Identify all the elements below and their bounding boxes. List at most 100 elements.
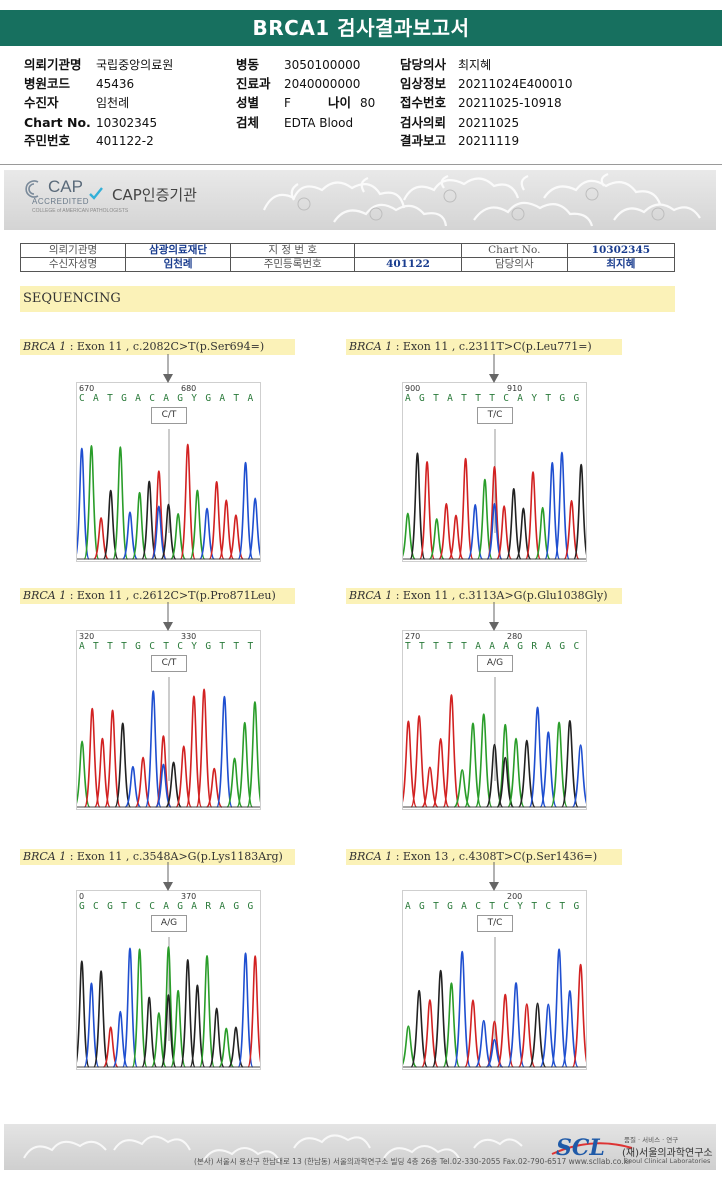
trace-peak [226,757,243,808]
trace-peak [403,720,418,808]
trace-peak [236,721,254,808]
footer-address: (본사) 서울시 용산구 한남대로 13 (한남동) 서울의과학연구소 빌딩 4… [194,1157,632,1166]
arrow-down-icon [163,354,173,383]
info-field-value: 임천례 [96,96,130,110]
cell: 담당의사 [460,257,568,272]
trace-peak [550,948,568,1068]
trace-peak [403,512,416,560]
trace-peak [77,960,90,1068]
trace-peak [114,722,132,808]
info-field-label: 병원코드 [24,76,71,91]
info-field-value: 2040000000 [284,77,361,91]
trace-peak [496,505,513,560]
position-number: 0 [79,892,85,901]
base-sequence: T T T T T A A A G R A G C C A G C [405,641,586,652]
info-field-value: 20211024E400010 [458,77,573,91]
trace-peak [121,511,138,560]
arrow-down-icon [163,862,173,891]
info-field: 결과보고 20211119 [400,133,520,149]
trace-peak [560,720,579,808]
trace-peak [431,737,450,808]
position-number: 680 [181,384,197,393]
trace-peak [505,487,522,560]
trace-peak [453,769,472,808]
gene-name: BRCA 1 [23,589,67,602]
trace-peak [185,695,203,808]
base-sequence: A G T G A C T C Y T C T G C C C T [405,901,586,912]
trace-peak [431,969,450,1068]
arrow-down-icon [489,354,499,383]
trace-peak [453,950,472,1068]
identity-row-1: 의뢰기관명 삼광의료재단 지 정 번 호 Chart No. 10302345 [19,243,676,258]
trace-peak [93,970,110,1068]
info-field-label: 임상정보 [400,76,447,91]
info-field-value: 401122-2 [96,134,154,148]
trace-peak [534,506,551,560]
cell: 10302345 [566,243,676,258]
scl-name-en: Seoul Clinical Laboratories [624,1157,711,1165]
cell: 지 정 번 호 [230,243,356,258]
arrow-down-icon [163,602,173,631]
trace-peak [571,963,586,1068]
variant-description: : Exon 11 , c.3548A>G(p.Lys1183Arg) [66,850,283,863]
trace-peak [112,1010,129,1068]
base-sequence: G C G T C C A G A R A G G A G A G C T [79,901,260,912]
trace-peak [102,489,119,560]
section-title: SEQUENCING [20,286,675,312]
trace-peak [227,514,244,560]
trace-peak [464,722,482,808]
report-title: BRCA1 검사결과보고서 [0,10,722,46]
identity-table: 의뢰기관명 삼광의료재단 지 정 번 호 Chart No. 10302345 … [19,243,676,272]
position-number: 910 [507,384,523,393]
info-field-value: 10302345 [96,116,158,130]
trace-peak [485,1020,504,1068]
trace-peak [457,457,474,560]
position-number: 270 [405,632,421,641]
position-number: 330 [181,632,197,641]
cell: 임천례 [125,257,232,272]
trace-peak [179,958,196,1068]
trace-peak [517,739,536,808]
trace-peak [83,982,100,1068]
info-field-label: 결과보고 [400,133,447,148]
genotype-call: C/T [151,655,187,672]
scl-logo: SCL [556,1135,605,1161]
info-field-value: EDTA Blood [284,116,354,130]
position-number: 670 [79,384,95,393]
trace-peak [179,443,196,560]
scl-name: (재)서울의과학연구소 [622,1148,713,1159]
trace-peak [83,707,101,808]
trace-peak [496,723,515,808]
trace-peak [525,471,542,560]
info-field: 접수번호 20211025-10918 [400,96,562,111]
position-number: 370 [181,892,197,901]
info-field-value: 20211119 [458,134,520,148]
variant-description: : Exon 11 , c.2612C>T(p.Pro871Leu) [66,589,276,602]
gene-name: BRCA 1 [23,850,67,863]
identity-row-2: 수신자성명 임천례 주민등록번호 401122 담당의사 최지혜 [19,257,676,272]
trace-peak [544,461,561,560]
base-sequence: A T T T G C T C Y G T T T T C A A A [79,641,260,652]
info-field: 주민번호 401122-2 [24,134,154,149]
trace-peak [464,999,482,1068]
trace-peak [77,447,90,560]
trace-peak [447,514,464,560]
trace-peak-secondary [496,756,515,808]
trace-peak [476,478,493,560]
trace-peak [419,460,436,560]
trace-peak-secondary [486,502,503,560]
trace-peak [150,470,167,560]
trace-peak [104,709,121,808]
chromatogram-trace [403,937,586,1068]
trace-peak [517,1003,536,1068]
trace-peak [150,1012,167,1068]
trace-peak [208,1007,225,1068]
trace-peak [208,480,225,560]
trace-peak [218,499,235,560]
cell: 의뢰기관명 [19,243,127,258]
trace-peak [246,701,260,808]
trace-peak [563,499,580,560]
trace-peak [160,503,177,560]
info-field-label: 의뢰기관명 [24,57,82,72]
